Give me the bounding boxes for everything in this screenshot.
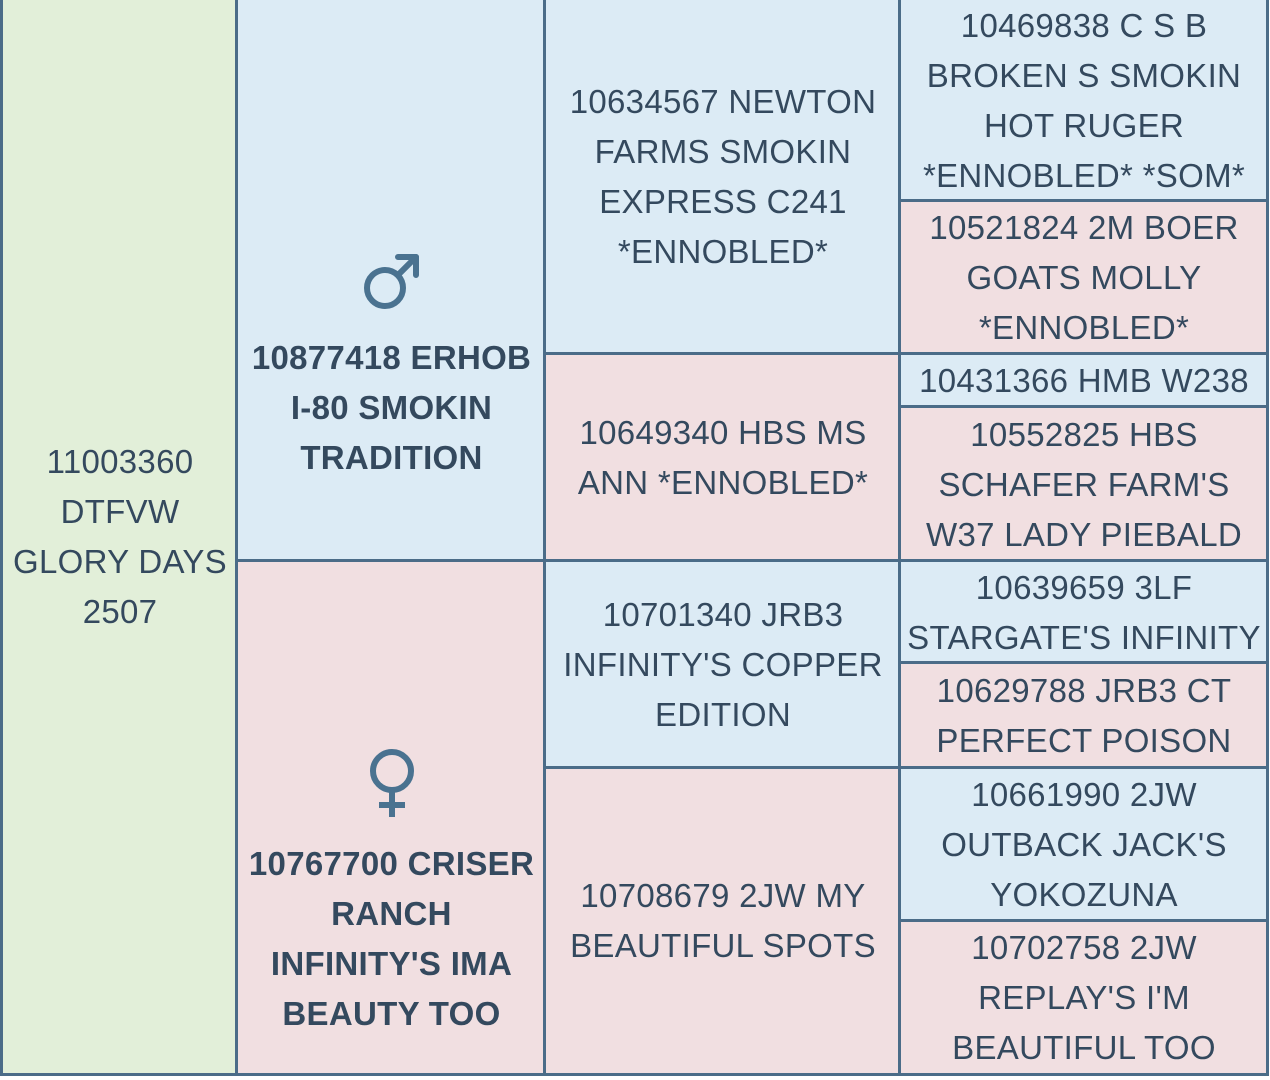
grandsire-paternal-cell: 10634567 NEWTON FARMS SMOKIN EXPRESS C24… [546, 0, 900, 353]
divider-ggp-3 [898, 661, 1269, 664]
divider-ggp-4 [898, 919, 1269, 922]
ggp-ss-dam-cell: 10521824 2M BOER GOATS MOLLY *ENNOBLED* [901, 202, 1267, 353]
ggp-ds-sire-cell: 10639659 3LF STARGATE'S INFINITY [901, 562, 1267, 663]
grandsire-paternal-name: 10634567 NEWTON FARMS SMOKIN EXPRESS C24… [569, 82, 877, 270]
border-col1 [235, 0, 238, 1076]
ggp-ss-dam-name: 10521824 2M BOER GOATS MOLLY *ENNOBLED* [929, 208, 1239, 346]
ggp-sd-dam-cell: 10552825 HBS SCHAFER FARM'S W37 LADY PIE… [901, 408, 1267, 561]
ggp-sd-sire-name: 10431366 HMB W238 [919, 361, 1249, 399]
border-bottom [0, 1073, 1269, 1076]
ggp-dd-sire-cell: 10661990 2JW OUTBACK JACK'S YOKOZUNA [901, 768, 1267, 921]
dam-name: 10767700 CRISER RANCH INFINITY'S IMA BEA… [248, 845, 535, 1032]
divider-parents [235, 559, 1269, 562]
ggp-ds-dam-cell: 10629788 JRB3 CT PERFECT POISON [901, 664, 1267, 767]
divider-ggp-2 [898, 405, 1269, 408]
ggp-ss-sire-cell: 10469838 C S B BROKEN S SMOKIN HOT RUGER… [901, 0, 1267, 201]
sire-name: 10877418 ERHOB I-80 SMOKIN TRADITION [251, 338, 532, 476]
male-symbol-icon [360, 249, 424, 327]
divider-gp-upper [543, 352, 1269, 355]
sire-cell: 10877418 ERHOB I-80 SMOKIN TRADITION [238, 0, 545, 561]
border-col3 [898, 0, 901, 1076]
ggp-dd-dam-cell: 10702758 2JW REPLAY'S I'M BEAUTIFUL TOO [901, 922, 1267, 1074]
ggp-ds-dam-name: 10629788 JRB3 CT PERFECT POISON [936, 671, 1232, 759]
divider-gp-lower [543, 766, 1269, 769]
subject-name: 11003360 DTFVW GLORY DAYS 2507 [13, 443, 227, 630]
granddam-paternal-name: 10649340 HBS MS ANN *ENNOBLED* [577, 413, 869, 501]
border-left [0, 0, 3, 1076]
divider-ggp-1 [898, 199, 1269, 202]
border-col2 [543, 0, 546, 1076]
grandsire-maternal-cell: 10701340 JRB3 INFINITY'S COPPER EDITION [546, 562, 900, 767]
granddam-paternal-cell: 10649340 HBS MS ANN *ENNOBLED* [546, 354, 900, 561]
ggp-ds-sire-name: 10639659 3LF STARGATE'S INFINITY [907, 568, 1261, 656]
ggp-sd-sire-cell: 10431366 HMB W238 [901, 354, 1267, 407]
ggp-ss-sire-name: 10469838 C S B BROKEN S SMOKIN HOT RUGER… [922, 6, 1246, 194]
border-right [1266, 0, 1269, 1076]
granddam-maternal-name: 10708679 2JW MY BEAUTIFUL SPOTS [570, 877, 876, 964]
subject-cell: 11003360 DTFVW GLORY DAYS 2507 [3, 0, 237, 1074]
ggp-dd-dam-name: 10702758 2JW REPLAY'S I'M BEAUTIFUL TOO [952, 929, 1216, 1066]
grandsire-maternal-name: 10701340 JRB3 INFINITY'S COPPER EDITION [563, 595, 883, 733]
dam-cell: 10767700 CRISER RANCH INFINITY'S IMA BEA… [238, 562, 545, 1074]
ggp-dd-sire-name: 10661990 2JW OUTBACK JACK'S YOKOZUNA [941, 775, 1227, 913]
female-symbol-icon [364, 747, 420, 833]
ggp-sd-dam-name: 10552825 HBS SCHAFER FARM'S W37 LADY PIE… [926, 415, 1242, 553]
granddam-maternal-cell: 10708679 2JW MY BEAUTIFUL SPOTS [546, 768, 900, 1074]
